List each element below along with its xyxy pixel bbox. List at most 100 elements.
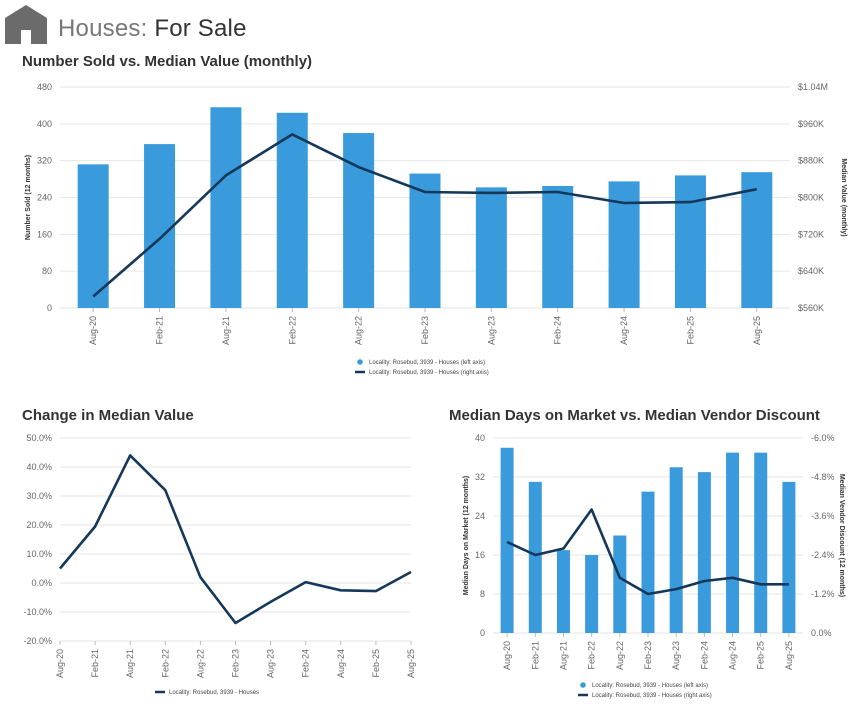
chart1-ytick-right: $560K bbox=[798, 303, 824, 313]
chart3-xtick: Feb-22 bbox=[587, 641, 597, 670]
chart1-ytick-left: 240 bbox=[37, 193, 52, 203]
chart3-legend-label: Locality: Rosebud, 3939 - Houses (right … bbox=[592, 693, 712, 699]
chart3-bar bbox=[556, 550, 570, 633]
chart2-ytick-left: 40.0% bbox=[26, 462, 52, 472]
chart2-ytick-left: 10.0% bbox=[26, 549, 52, 559]
chart1-ytick-left: 80 bbox=[42, 266, 52, 276]
chart1-ylabel-right: Median Value (monthly) bbox=[840, 158, 847, 236]
chart1-ytick-left: 320 bbox=[37, 156, 52, 166]
chart1-ytick-right: $640K bbox=[798, 266, 824, 276]
chart3-ytick-left: 24 bbox=[475, 511, 485, 521]
chart3-ytick-right: 0.0% bbox=[811, 628, 832, 638]
chart1-ytick-left: 160 bbox=[37, 229, 52, 239]
chart2-xtick: Feb-25 bbox=[371, 649, 381, 678]
chart3-ylabel-left: Median Days on Market (12 months) bbox=[463, 476, 470, 595]
page-title: Houses: For Sale bbox=[58, 15, 247, 43]
chart1-ytick-right: $960K bbox=[798, 119, 824, 129]
chart3-bar bbox=[726, 452, 740, 633]
chart2-title: Change in Median Value bbox=[22, 407, 194, 424]
chart1-legend-label: Locality: Rosebud, 3939 - Houses (right … bbox=[369, 370, 489, 376]
chart2-ytick-left: 0.0% bbox=[31, 578, 52, 588]
chart3-xtick: Aug-24 bbox=[728, 641, 738, 670]
chart3-ytick-left: 16 bbox=[475, 550, 485, 560]
chart3-xtick: Feb-25 bbox=[756, 641, 766, 670]
chart1-ytick-right: $1.04M bbox=[798, 82, 828, 92]
chart1-xtick: Feb-22 bbox=[287, 316, 297, 345]
chart3-ytick-right: -4.8% bbox=[811, 472, 835, 482]
chart1-ytick-left: 400 bbox=[37, 119, 52, 129]
chart2-xtick: Feb-24 bbox=[301, 649, 311, 678]
chart3-ytick-right: -3.6% bbox=[811, 511, 835, 521]
chart2-xtick: Aug-24 bbox=[336, 649, 346, 678]
chart2-ytick-left: -10.0% bbox=[23, 607, 52, 617]
chart2-xtick: Aug-23 bbox=[266, 649, 276, 678]
chart2-ytick-left: 30.0% bbox=[26, 491, 52, 501]
chart2-xtick: Feb-23 bbox=[231, 649, 241, 678]
chart1-bar bbox=[210, 107, 242, 308]
chart1-legend-label: Locality: Rosebud, 3939 - Houses (left a… bbox=[369, 360, 485, 366]
chart1-xtick: Aug-25 bbox=[752, 316, 762, 345]
chart1-bar bbox=[144, 144, 176, 308]
chart1-xtick: Feb-24 bbox=[553, 316, 563, 345]
chart3-bar bbox=[669, 467, 683, 633]
chart1-ytick-left: 0 bbox=[47, 303, 52, 313]
chart1-bar bbox=[276, 112, 308, 309]
chart3-ytick-left: 32 bbox=[475, 472, 485, 482]
chart3-ytick-left: 40 bbox=[475, 433, 485, 443]
chart1-xtick: Aug-20 bbox=[88, 316, 98, 345]
chart2-ytick-left: 50.0% bbox=[26, 433, 52, 443]
chart1-bar bbox=[741, 172, 773, 308]
chart3-bar bbox=[782, 481, 796, 633]
chart3-bar bbox=[754, 452, 768, 633]
chart3-ytick-right: -2.4% bbox=[811, 550, 835, 560]
chart1-xtick: Feb-21 bbox=[155, 316, 165, 345]
chart3-series-line bbox=[506, 508, 789, 596]
chart1-ytick-right: $800K bbox=[798, 193, 824, 203]
chart2-xtick: Aug-21 bbox=[125, 649, 135, 678]
chart1-bar bbox=[542, 185, 574, 308]
chart1-bar bbox=[475, 187, 507, 308]
chart3-xtick: Aug-21 bbox=[558, 641, 568, 670]
chart3-xtick: Feb-21 bbox=[530, 641, 540, 670]
chart1-xtick: Aug-21 bbox=[221, 316, 231, 345]
chart3-bar bbox=[500, 447, 514, 633]
chart3-ytick-right: -1.2% bbox=[811, 589, 835, 599]
chart3-ylabel-right: Median Vendor Discount (12 months) bbox=[838, 474, 845, 597]
page-header: Houses: For Sale bbox=[0, 0, 852, 48]
chart3-bar bbox=[641, 491, 655, 633]
chart3-title: Median Days on Market vs. Median Vendor … bbox=[449, 407, 820, 424]
chart1-ytick-right: $720K bbox=[798, 229, 824, 239]
chart1-xtick: Aug-23 bbox=[486, 316, 496, 345]
chart1-xtick: Feb-25 bbox=[685, 316, 695, 345]
title-main: For Sale bbox=[154, 15, 247, 42]
chart1-bar bbox=[674, 175, 706, 308]
chart3-legend-label: Locality: Rosebud, 3939 - Houses (left a… bbox=[592, 683, 708, 689]
chart2-ytick-left: -20.0% bbox=[23, 636, 52, 646]
chart1-title: Number Sold vs. Median Value (monthly) bbox=[22, 53, 313, 70]
chart2-series-line bbox=[59, 454, 412, 625]
chart1-bar bbox=[343, 133, 375, 308]
chart1-xtick: Feb-23 bbox=[420, 316, 430, 345]
chart1-xtick: Aug-24 bbox=[619, 316, 629, 345]
house-icon bbox=[5, 5, 47, 44]
chart3-xtick: Aug-20 bbox=[502, 641, 512, 670]
chart3-bar bbox=[613, 535, 627, 633]
chart2-xtick: Feb-21 bbox=[90, 649, 100, 678]
chart3-bar bbox=[697, 472, 711, 633]
chart3-xtick: Aug-25 bbox=[784, 641, 794, 670]
chart3-xtick: Feb-24 bbox=[699, 641, 709, 670]
chart1-series-line bbox=[92, 133, 758, 298]
chart3-ytick-left: 0 bbox=[480, 628, 485, 638]
chart2-xtick: Aug-20 bbox=[55, 649, 65, 678]
chart3-xtick: Aug-22 bbox=[615, 641, 625, 670]
chart3-bar bbox=[585, 555, 599, 633]
chart3-xtick: Feb-23 bbox=[643, 641, 653, 670]
chart1-ylabel-left: Number Sold (12 months) bbox=[25, 155, 32, 240]
chart2-xtick: Aug-25 bbox=[406, 649, 416, 678]
title-prefix: Houses: bbox=[58, 15, 148, 42]
chart3-bar bbox=[528, 481, 542, 633]
chart2-ytick-left: 20.0% bbox=[26, 520, 52, 530]
chart1-xtick: Aug-22 bbox=[354, 316, 364, 345]
chart1-legend-swatch-bar bbox=[357, 359, 363, 365]
